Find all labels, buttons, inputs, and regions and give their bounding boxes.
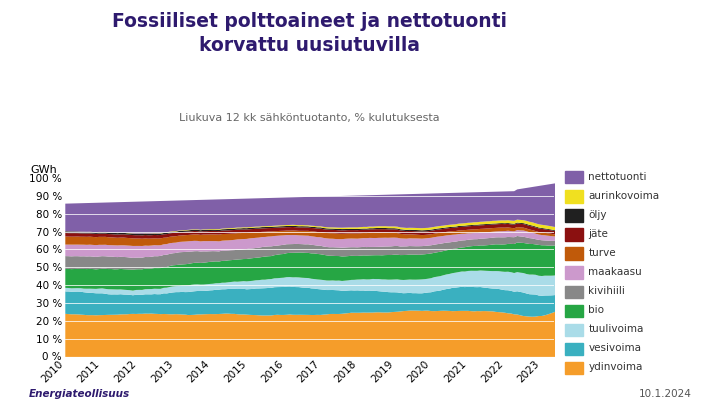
Text: turve: turve bbox=[588, 248, 616, 258]
Text: GWh: GWh bbox=[30, 165, 58, 175]
Text: jäte: jäte bbox=[588, 229, 608, 239]
Text: ydinvoima: ydinvoima bbox=[588, 362, 643, 372]
Text: bio: bio bbox=[588, 305, 604, 315]
Text: Energiateollisuus: Energiateollisuus bbox=[29, 389, 130, 399]
Text: maakaasu: maakaasu bbox=[588, 267, 642, 277]
Text: nettotuonti: nettotuonti bbox=[588, 172, 647, 182]
Text: kivihiili: kivihiili bbox=[588, 286, 625, 296]
Text: öljy: öljy bbox=[588, 210, 607, 220]
Text: tuulivoima: tuulivoima bbox=[588, 324, 644, 334]
Text: 10.1.2024: 10.1.2024 bbox=[639, 389, 691, 399]
Text: Liukuva 12 kk sähköntuotanto, % kulutuksesta: Liukuva 12 kk sähköntuotanto, % kulutuks… bbox=[179, 113, 440, 124]
Text: Fossiiliset polttoaineet ja nettotuonti
korvattu uusiutuvilla: Fossiiliset polttoaineet ja nettotuonti … bbox=[112, 12, 507, 55]
Text: aurinkovoima: aurinkovoima bbox=[588, 191, 660, 201]
Text: vesivoima: vesivoima bbox=[588, 343, 642, 353]
